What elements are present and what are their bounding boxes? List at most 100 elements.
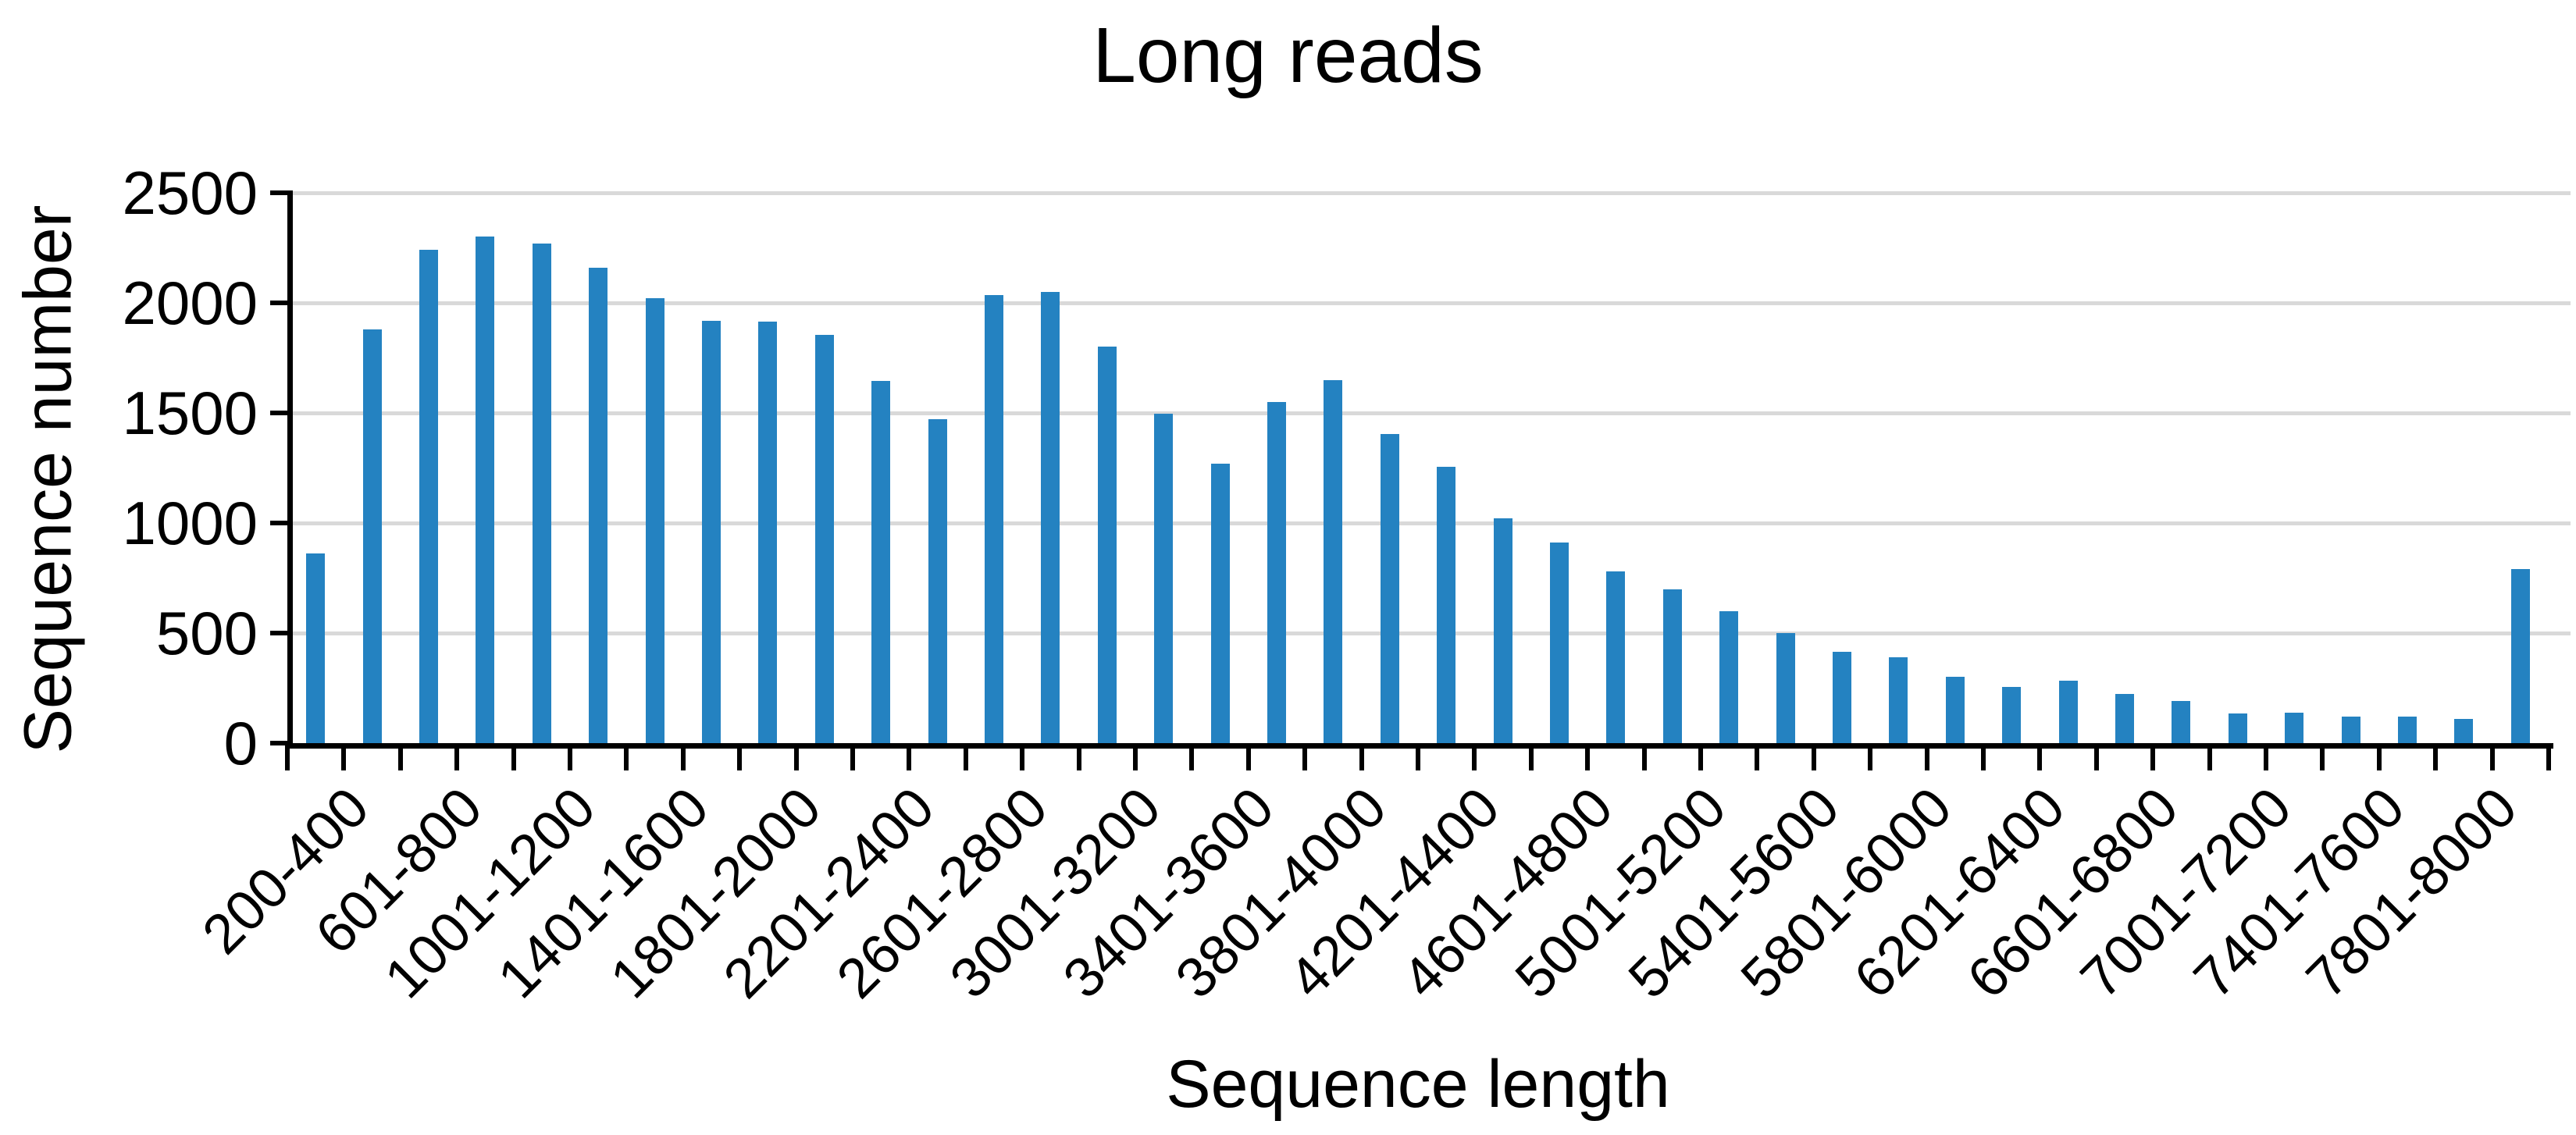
x-axis-tick [1133, 749, 1138, 770]
bar-2601-2800 [985, 295, 1003, 743]
y-tick-0 [270, 741, 287, 745]
y-axis-line [287, 190, 293, 745]
x-axis-tick [963, 749, 968, 770]
x-axis-tick [2093, 749, 2099, 770]
x-axis-tick [1755, 749, 1760, 770]
bar-3401-3600 [1210, 463, 1230, 743]
x-axis-tick [1245, 749, 1251, 770]
bar-3001-3200 [1097, 347, 1117, 743]
x-axis-tick [737, 749, 743, 770]
y-tick-1000 [270, 521, 287, 525]
x-axis-tick [568, 749, 572, 770]
bar-bin-28 [1833, 651, 1851, 743]
x-axis-tick [397, 749, 403, 770]
x-axis-tick [2037, 749, 2043, 770]
bar-1801-2000 [758, 321, 778, 743]
bar-bin-38 [2398, 717, 2417, 743]
gridline-1500 [287, 411, 2571, 415]
bar-bin-40 [2510, 569, 2530, 743]
gridline-2000 [287, 301, 2571, 305]
x-axis-tick [680, 749, 686, 770]
x-axis-tick [511, 749, 516, 770]
bar-6601-6800 [2115, 693, 2134, 743]
y-tick-label-0: 0 [223, 709, 258, 777]
x-axis-tick [2150, 749, 2156, 770]
gridline-500 [287, 632, 2571, 635]
x-axis-tick [1811, 749, 1816, 770]
x-axis-tick [1698, 749, 1703, 770]
x-axis-tick [341, 749, 347, 770]
bar-bin-6 [589, 267, 608, 743]
x-axis-tick [2264, 749, 2268, 770]
x-axis-tick [1076, 749, 1081, 770]
bar-bin-8 [702, 320, 721, 743]
y-tick-label-2000: 2000 [122, 269, 258, 337]
x-axis-tick [1641, 749, 1647, 770]
x-axis-tick [624, 749, 629, 770]
x-axis-tick [2207, 749, 2212, 770]
bar-5001-5200 [1662, 589, 1682, 743]
x-axis-tick [1472, 749, 1477, 770]
x-axis-tick [1189, 749, 1195, 770]
x-axis-tick [2433, 749, 2439, 770]
bar-bin-18 [1267, 401, 1286, 743]
bar-bin-12 [928, 419, 947, 743]
bar-2201-2400 [871, 381, 891, 743]
x-axis-tick [1528, 749, 1534, 770]
bar-200-400 [306, 553, 326, 743]
x-axis-tick [2320, 749, 2325, 770]
bar-4201-4400 [1437, 467, 1456, 743]
bar-5801-6000 [1889, 657, 1908, 743]
bar-bin-26 [1719, 610, 1739, 743]
y-tick-1500 [270, 411, 287, 415]
bar-7001-7200 [2228, 713, 2247, 743]
chart-title: Long reads [1092, 12, 1484, 99]
bar-bin-14 [1041, 291, 1060, 743]
bar-1001-1200 [532, 243, 551, 743]
bar-bin-36 [2285, 712, 2304, 743]
x-axis-tick [2546, 749, 2551, 770]
bar-7801-8000 [2454, 718, 2474, 743]
x-axis-tick [907, 749, 912, 770]
bar-6201-6400 [2002, 687, 2022, 743]
bar-601-800 [419, 250, 438, 743]
x-axis-line [285, 743, 2553, 749]
gridline-2500 [287, 191, 2571, 195]
x-axis-tick [1359, 749, 1364, 770]
y-tick-2000 [270, 301, 287, 305]
x-axis-tick [1924, 749, 1929, 770]
x-axis-tick [1020, 749, 1025, 770]
bar-bin-34 [2172, 701, 2191, 743]
x-axis-tick [2489, 749, 2495, 770]
x-axis-tick [1302, 749, 1308, 770]
bar-4601-4800 [1550, 543, 1569, 743]
bar-5401-5600 [1776, 633, 1795, 743]
y-axis-title: Sequence number [10, 205, 86, 754]
x-axis-tick [2376, 749, 2382, 770]
bar-7401-7600 [2341, 717, 2360, 743]
x-axis-tick [1981, 749, 1986, 770]
x-axis-tick [454, 749, 460, 770]
y-tick-label-1500: 1500 [122, 379, 258, 447]
x-axis-tick [793, 749, 799, 770]
bar-bin-2 [362, 329, 382, 743]
y-tick-500 [270, 631, 287, 635]
bar-bin-24 [1606, 571, 1626, 743]
x-axis-tick [285, 749, 290, 770]
y-tick-label-500: 500 [155, 599, 258, 667]
gridline-1000 [287, 521, 2571, 525]
bar-bin-16 [1154, 414, 1174, 743]
x-axis-tick [1585, 749, 1591, 770]
bar-3801-4000 [1324, 379, 1343, 743]
x-axis-tick [1416, 749, 1420, 770]
y-tick-2500 [270, 190, 287, 195]
bar-bin-10 [814, 334, 834, 743]
y-tick-label-1000: 1000 [122, 489, 258, 557]
x-axis-tick [1868, 749, 1873, 770]
y-tick-label-2500: 2500 [122, 158, 258, 227]
bar-bin-32 [2058, 680, 2078, 743]
bar-bin-20 [1380, 433, 1399, 743]
x-axis-tick [850, 749, 855, 770]
bar-bin-4 [476, 237, 495, 743]
